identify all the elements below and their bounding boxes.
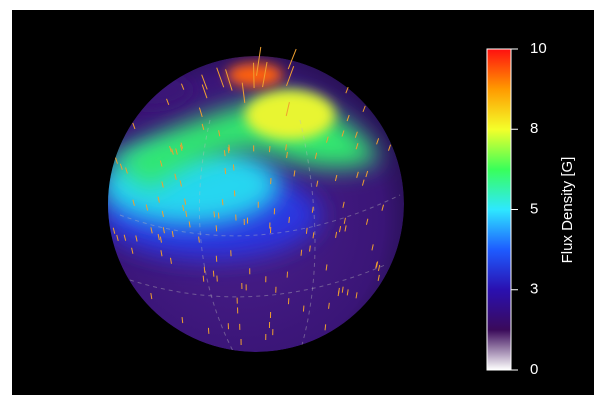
field-vector [222, 199, 223, 205]
y-tick-label: 5 [530, 200, 538, 217]
chart: Flux Density [G] 0 3 5 8 10 [0, 0, 606, 405]
field-vector [214, 211, 215, 217]
field-vector [218, 213, 219, 219]
field-region [227, 63, 283, 87]
field-vector [325, 324, 326, 330]
colorbar [487, 49, 511, 370]
page: Flux Density [G] 035810 (() => { const d… [0, 0, 606, 405]
colorbar-label: Flux Density [G] [559, 157, 576, 264]
field-vector [216, 225, 217, 231]
field-vector [225, 168, 226, 174]
field-vector [204, 267, 205, 273]
field-vector [289, 217, 290, 223]
y-tick-label: 3 [530, 281, 538, 298]
y-tick-label: 8 [530, 120, 538, 137]
field-vector [329, 303, 330, 309]
field-vector [233, 164, 234, 170]
field-vector [310, 246, 311, 252]
field-vector [203, 276, 204, 282]
field-vector [254, 63, 255, 88]
field-vector [182, 317, 183, 323]
field-vector [301, 250, 302, 256]
field-region [245, 90, 335, 140]
y-tick-label: 0 [530, 361, 538, 378]
y-tick-label: 10 [530, 40, 547, 57]
